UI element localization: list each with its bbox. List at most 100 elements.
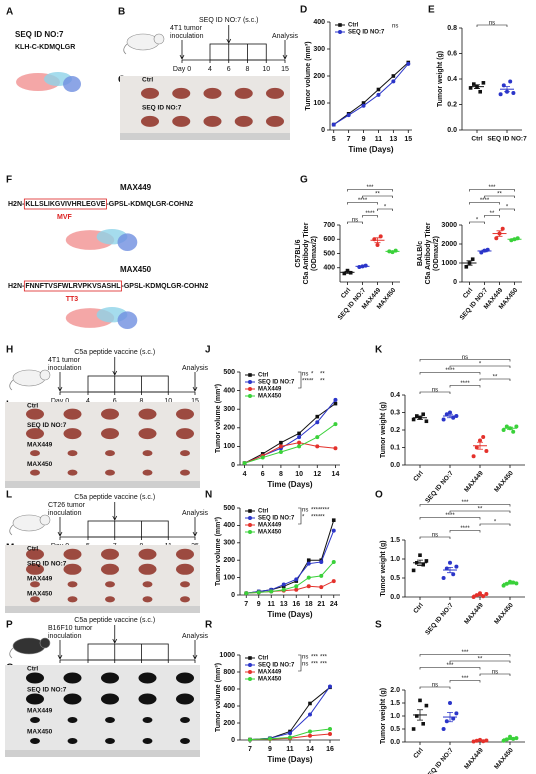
mouse-icon (12, 637, 46, 655)
y-tick-label: 0.0 (390, 594, 400, 601)
significance-label: * (384, 205, 387, 211)
data-point (294, 577, 299, 582)
mouse-icon (9, 647, 14, 659)
inoculation-label: 4T1 tumor (48, 357, 81, 364)
legend-label: SEQ ID NO:7 (348, 30, 385, 36)
legend-marker (248, 656, 252, 660)
tumor (180, 716, 190, 724)
data-point (294, 584, 299, 589)
significance-bracket (362, 195, 393, 198)
y-tick-label: 300 (223, 540, 235, 547)
error-bar (481, 249, 488, 253)
panel-letter: S (375, 620, 382, 631)
tumor (138, 672, 157, 684)
data-point (294, 587, 299, 592)
data-point (319, 585, 324, 590)
significance-label: ns (302, 508, 308, 514)
data-point (508, 79, 513, 84)
data-point (376, 92, 381, 97)
data-point (281, 587, 286, 592)
tumor (30, 450, 40, 457)
significance-bracket (298, 654, 302, 672)
significance-bracket (419, 654, 511, 657)
y-tick-label: 400 (313, 19, 325, 26)
legend-label: Ctrl (348, 23, 359, 29)
arrow (192, 517, 198, 537)
mouse-icon (39, 369, 51, 381)
y-tick-label: 0.5 (390, 575, 400, 582)
significance-label: ** (375, 192, 380, 198)
x-tick-label: 13 (280, 601, 288, 608)
legend-label: MAX450 (258, 394, 282, 400)
data-point (444, 412, 449, 417)
significance-bracket (298, 507, 302, 525)
day-label: 10 (262, 66, 270, 73)
y-tick-label: 1.5 (390, 700, 400, 707)
y-tick-label: 0.2 (447, 101, 457, 108)
significance-bracket (347, 189, 393, 192)
significance-bracket (484, 215, 500, 218)
significance-bracket (449, 680, 481, 683)
tumor (105, 581, 115, 588)
significance-label: ns (392, 24, 398, 30)
tumor (234, 115, 253, 127)
data-point (248, 737, 252, 742)
inoculation-label: CT26 tumor (48, 502, 86, 509)
tumor (180, 469, 190, 476)
data-point (511, 429, 516, 434)
legend-label: MAX450 (258, 530, 282, 536)
y-tick-label: 500 (223, 505, 235, 512)
epitope-box (23, 198, 107, 210)
day-label: 8 (140, 398, 144, 405)
x-tick-label: 21 (317, 601, 325, 608)
panel-letter: O (375, 490, 383, 501)
group-label: MAX450 (27, 729, 53, 736)
data-point (406, 61, 411, 66)
data-point (514, 424, 519, 429)
dosing-box (87, 520, 169, 538)
panel-letter: L (6, 490, 12, 501)
tumor (142, 450, 153, 457)
y-axis-label: Tumor weight (g) (437, 51, 444, 107)
significance-label: **** (445, 368, 455, 374)
data-point (256, 590, 261, 595)
significance-label: * (479, 362, 482, 368)
data-point (498, 92, 503, 97)
data-point (411, 417, 416, 422)
significance-label: *** (446, 663, 454, 669)
significance-label: * (302, 515, 305, 521)
group-label: MAX450 (27, 591, 53, 598)
data-point (306, 575, 311, 580)
y-tick-label: 0.4 (390, 392, 400, 399)
data-point (342, 271, 347, 276)
significance-label: ns (352, 218, 358, 224)
significance-bracket (449, 660, 511, 663)
tumor (30, 469, 40, 476)
error-bar (507, 426, 513, 430)
significance-bracket (484, 195, 515, 198)
dosing-box (87, 375, 169, 393)
data-point (468, 86, 473, 90)
data-point (471, 595, 476, 599)
legend-marker (248, 523, 252, 527)
data-point (511, 91, 516, 96)
arrow (112, 502, 118, 521)
inoculation-label: inoculation (48, 365, 82, 372)
data-point (333, 397, 338, 402)
ruler (5, 750, 200, 757)
data-point (345, 268, 350, 273)
x-tick-label: 4 (243, 471, 247, 478)
data-point (328, 726, 332, 731)
significance-label: **** (302, 379, 312, 385)
tumor (67, 469, 78, 476)
y-tick-label: 400 (223, 522, 235, 529)
panel-letter: N (205, 490, 212, 501)
panel-letter: D (300, 5, 307, 16)
arrow (57, 640, 63, 660)
data-point (474, 445, 479, 450)
epitope-box (23, 280, 122, 292)
x-axis-label: Time (Days) (267, 755, 313, 764)
legend-marker (248, 677, 252, 681)
tumor (138, 428, 157, 440)
data-point (501, 583, 506, 588)
